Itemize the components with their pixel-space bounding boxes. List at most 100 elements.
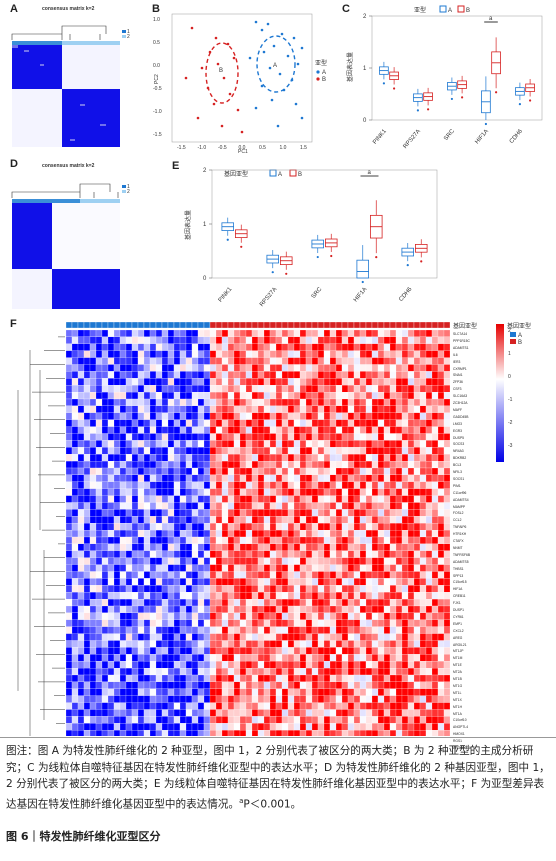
hm-cell <box>77 467 85 476</box>
ellipse-a <box>256 35 296 93</box>
hm-cell <box>245 716 253 724</box>
hm-cell <box>371 454 379 462</box>
heatmap-gene-label: IL6 <box>453 352 458 357</box>
hm-cell <box>353 405 361 413</box>
box-outlier <box>518 103 521 106</box>
hm-cell <box>197 585 205 593</box>
pca-point-a <box>266 22 270 26</box>
hm-cell <box>167 674 175 683</box>
hm-cell <box>197 350 205 358</box>
hm-cell <box>299 695 307 703</box>
hm-cell <box>431 668 439 676</box>
hm-cell <box>185 605 193 614</box>
hm-cell <box>281 640 289 648</box>
hm-cell <box>341 357 349 365</box>
hm-cell <box>83 516 91 524</box>
hm-cell <box>149 543 157 551</box>
hm-cell <box>191 495 199 503</box>
hm-cell <box>161 592 169 600</box>
hm-cell <box>323 674 331 683</box>
hm-cell <box>317 612 325 620</box>
hm-cell <box>77 405 85 413</box>
hm-cell <box>323 564 331 572</box>
hm-cell <box>227 640 235 648</box>
hm-cell <box>221 488 229 496</box>
hm-cell <box>239 405 247 413</box>
pca-point-b <box>184 76 188 80</box>
heatmap-gene-label: MT1JP <box>453 649 464 654</box>
hm-cell <box>65 571 73 579</box>
hm-cell <box>161 536 169 545</box>
hm-cell <box>401 343 409 351</box>
hm-cell <box>257 454 265 462</box>
hm-cell <box>89 481 97 489</box>
hm-cell <box>293 536 301 545</box>
hm-cell <box>173 467 181 476</box>
hm-cell <box>173 550 181 558</box>
hm-cell <box>407 564 415 572</box>
hm-cell <box>95 688 103 696</box>
hm-cell <box>347 343 355 351</box>
hm-cell <box>125 640 133 648</box>
hm-cell <box>227 661 235 669</box>
hm-cell <box>377 488 385 496</box>
hm-cell <box>65 688 73 696</box>
hm-cell <box>293 578 301 586</box>
hm-cell <box>269 371 277 379</box>
hm-cell <box>287 454 295 462</box>
hm-cell <box>443 695 451 703</box>
hm-scale-tick: -1 <box>508 397 513 403</box>
hm-cell <box>173 350 181 358</box>
hm-cell <box>341 543 349 551</box>
hm-cell <box>143 412 151 420</box>
hm-cell <box>287 612 295 620</box>
hm-cell <box>221 668 229 676</box>
hm-cell <box>203 364 211 372</box>
hm-cell <box>161 371 169 379</box>
hm-cell <box>443 398 451 407</box>
hm-cell <box>263 371 271 379</box>
hm-cell <box>263 516 271 524</box>
hm-annot-cell <box>323 321 331 329</box>
hm-cell <box>443 391 451 400</box>
hm-cell <box>329 571 337 579</box>
hm-cell <box>401 578 409 586</box>
hm-annot-cell <box>395 321 403 329</box>
hm-cell <box>125 350 133 358</box>
hm-cell <box>431 654 439 662</box>
hm-cell <box>155 633 163 641</box>
hm-cell <box>221 612 229 620</box>
hm-cell <box>383 578 391 586</box>
hm-cell <box>227 668 235 676</box>
hm-cell <box>131 668 139 676</box>
hm-scale-tick: 1 <box>508 351 511 357</box>
box-xtick: PINK1 <box>372 128 388 146</box>
hm-cell <box>77 674 85 683</box>
hm-cell <box>269 398 277 407</box>
hm-cell <box>65 405 73 413</box>
hm-cell <box>179 550 187 558</box>
hm-cell <box>389 550 397 558</box>
hm-cell <box>413 447 421 455</box>
hm-cell <box>191 461 199 469</box>
hm-cell <box>395 378 403 386</box>
hm-cell <box>131 681 139 689</box>
hm-cell <box>317 461 325 469</box>
hm-annot-cell <box>197 321 205 329</box>
hm-cell <box>431 447 439 455</box>
hm-cell <box>443 336 451 344</box>
hm-cell <box>101 405 109 413</box>
hm-cell <box>179 516 187 524</box>
hm-cell <box>413 709 421 717</box>
hm-cell <box>221 550 229 558</box>
hm-cell <box>131 612 139 620</box>
hm-cell <box>251 350 259 358</box>
hm-cell <box>311 371 319 379</box>
hm-cell <box>305 343 313 351</box>
hm-cell <box>425 447 433 455</box>
hm-cell <box>431 612 439 620</box>
hm-cell <box>233 730 241 736</box>
hm-cell <box>425 495 433 503</box>
hm-cell <box>305 709 313 717</box>
hm-cell <box>413 626 421 634</box>
